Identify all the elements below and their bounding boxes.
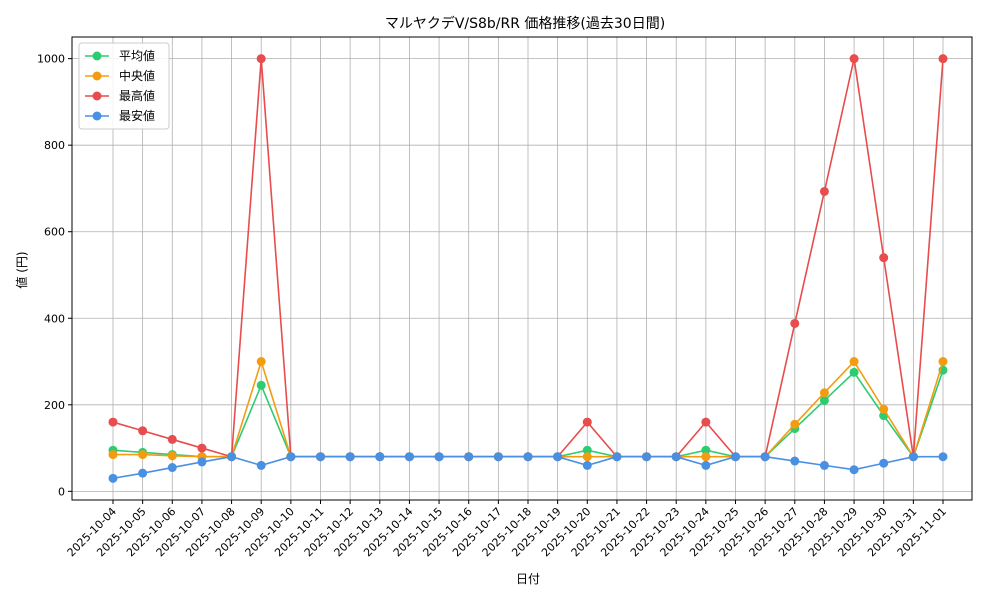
data-point	[138, 426, 148, 436]
data-point	[879, 458, 889, 468]
data-point	[582, 445, 592, 455]
data-point	[434, 452, 444, 462]
data-point	[849, 54, 859, 64]
data-point	[167, 463, 177, 473]
legend-marker	[92, 71, 102, 81]
axis-ticks: 2025-10-042025-10-052025-10-062025-10-07…	[37, 53, 949, 560]
data-point	[108, 473, 118, 483]
data-point	[345, 452, 355, 462]
y-tick-label: 600	[44, 226, 65, 239]
data-point	[167, 451, 177, 461]
data-point	[108, 417, 118, 427]
y-axis-label: 値 (円)	[14, 251, 29, 288]
grid-lines	[72, 37, 972, 500]
series-group	[108, 54, 948, 483]
data-point	[938, 54, 948, 64]
data-point	[671, 452, 681, 462]
data-point	[701, 417, 711, 427]
data-point	[375, 452, 385, 462]
data-point	[256, 380, 266, 390]
data-point	[167, 434, 177, 444]
data-point	[790, 419, 800, 429]
legend-label: 最高値	[119, 88, 155, 103]
data-point	[523, 452, 533, 462]
data-point	[849, 465, 859, 475]
plot-area	[71, 36, 973, 501]
data-point	[790, 456, 800, 466]
data-point	[819, 395, 829, 405]
data-point	[938, 357, 948, 367]
y-tick-label: 0	[58, 485, 65, 498]
data-point	[582, 417, 592, 427]
chart-title: マルヤクデV/S8b/RR 価格推移(過去30日間)	[385, 15, 665, 32]
data-point	[760, 452, 770, 462]
data-point	[790, 318, 800, 328]
legend-marker	[92, 51, 102, 61]
y-tick-label: 800	[44, 139, 65, 152]
legend-label: 平均値	[119, 48, 155, 63]
data-point	[108, 450, 118, 460]
data-point	[286, 452, 296, 462]
data-point	[256, 460, 266, 470]
data-point	[227, 452, 237, 462]
data-point	[256, 54, 266, 64]
data-point	[849, 357, 859, 367]
y-tick-label: 200	[44, 399, 65, 412]
data-point	[701, 460, 711, 470]
data-point	[138, 450, 148, 460]
data-point	[464, 452, 474, 462]
data-point	[138, 468, 148, 478]
data-point	[879, 404, 889, 414]
data-point	[731, 452, 740, 462]
legend-marker	[92, 91, 102, 101]
data-point	[701, 452, 711, 462]
data-point	[612, 452, 622, 462]
legend-box	[78, 42, 170, 130]
y-tick-label: 1000	[37, 53, 65, 66]
data-point	[582, 452, 592, 462]
data-point	[404, 452, 414, 462]
data-point	[197, 443, 207, 453]
data-point	[553, 452, 563, 462]
data-point	[819, 186, 829, 196]
data-point	[819, 460, 829, 470]
data-point	[493, 452, 503, 462]
data-point	[879, 253, 889, 263]
data-point	[701, 445, 711, 455]
legend-label: 最安値	[119, 108, 155, 123]
data-point	[908, 452, 918, 462]
data-point	[849, 367, 859, 377]
x-axis-label: 日付	[516, 572, 540, 586]
legend-label: 中央値	[119, 68, 155, 83]
data-point	[819, 388, 829, 398]
legend-marker	[92, 111, 102, 121]
y-tick-label: 400	[44, 312, 65, 325]
data-point	[197, 457, 207, 467]
data-point	[938, 452, 948, 462]
data-point	[316, 452, 325, 462]
series	[108, 452, 948, 483]
data-point	[256, 357, 266, 367]
data-point	[642, 452, 652, 462]
data-point	[582, 460, 592, 470]
